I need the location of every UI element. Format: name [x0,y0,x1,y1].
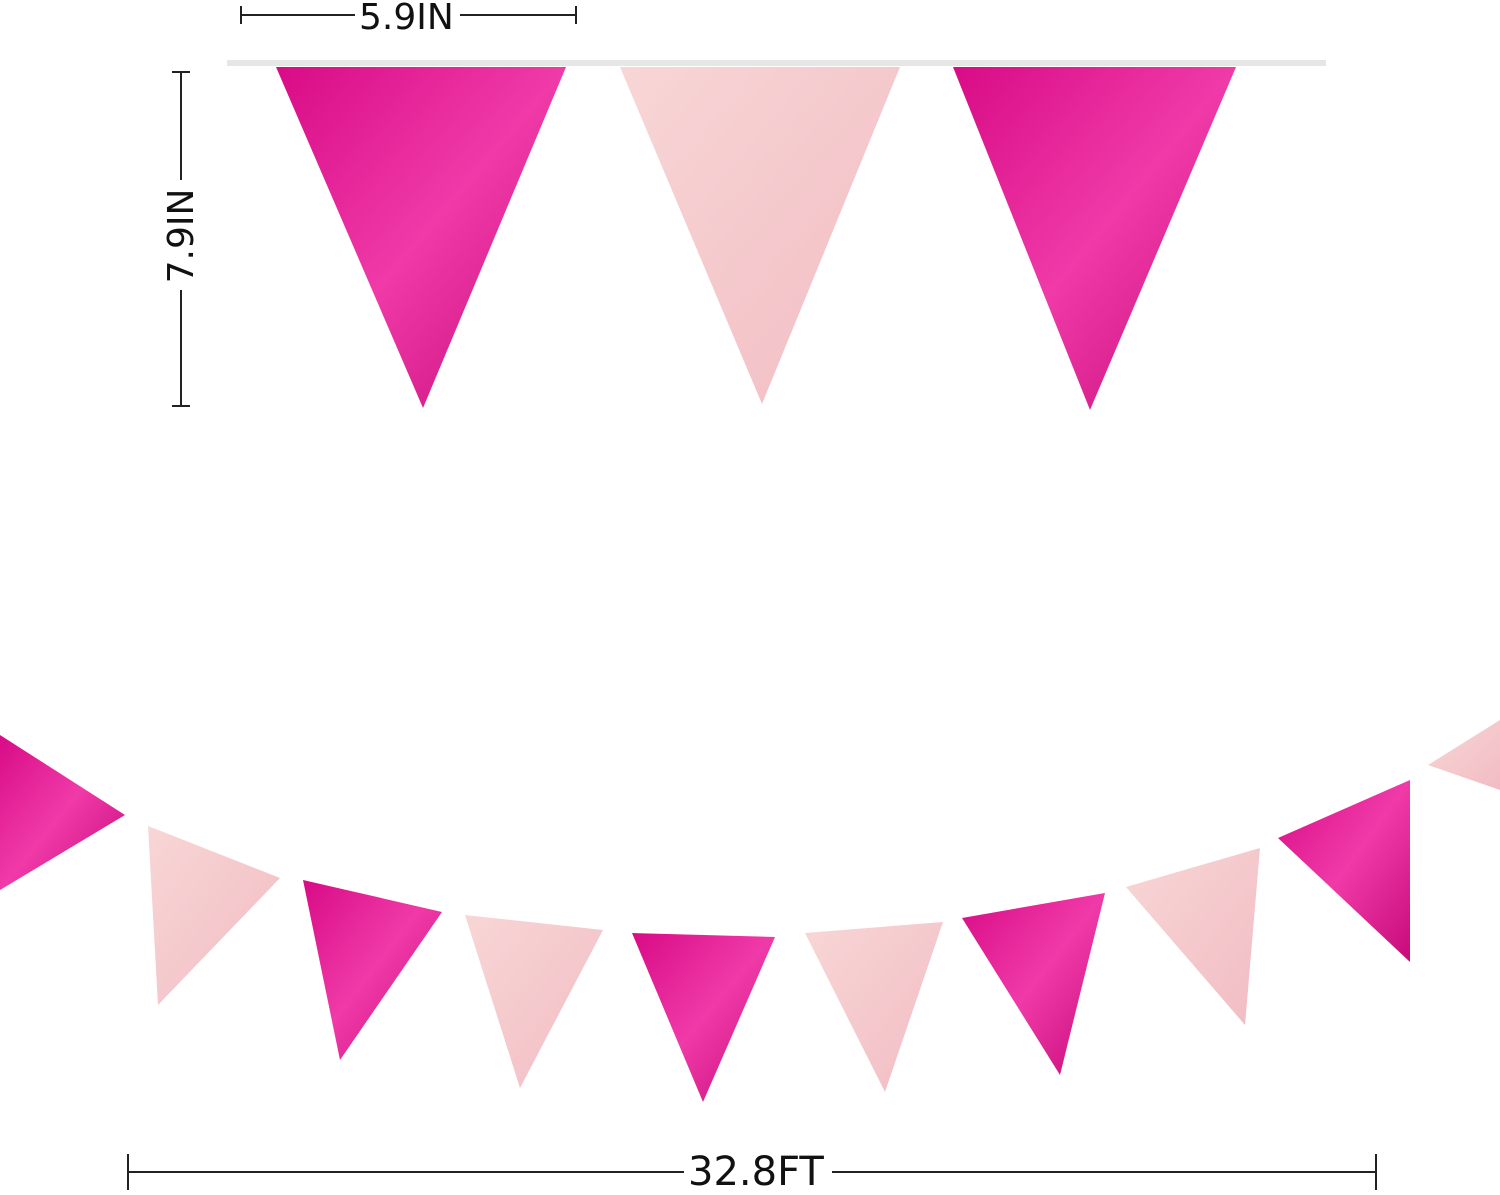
flag-light-pink [1428,720,1500,790]
banner-string [227,60,1326,66]
flag-large-light-pink [620,67,900,404]
flag-hot-pink [962,893,1105,1075]
flag-large-hot-pink [953,67,1236,410]
flag-hot-pink [0,735,125,890]
height-label: 7.9IN [161,184,202,288]
flag-hot-pink [1278,780,1410,962]
width-dimension-line [240,6,577,24]
flag-large-hot-pink [276,67,566,408]
length-label: 32.8FT [686,1149,826,1195]
flag-light-pink [805,922,943,1092]
height-dimension-line [172,71,190,407]
length-dimension-line [127,1154,1377,1190]
flag-hot-pink [303,880,442,1060]
flag-light-pink [1126,848,1260,1025]
flag-light-pink [148,826,280,1005]
flag-hot-pink [632,933,775,1102]
flag-light-pink [465,915,603,1088]
width-label: 5.9IN [357,0,456,38]
